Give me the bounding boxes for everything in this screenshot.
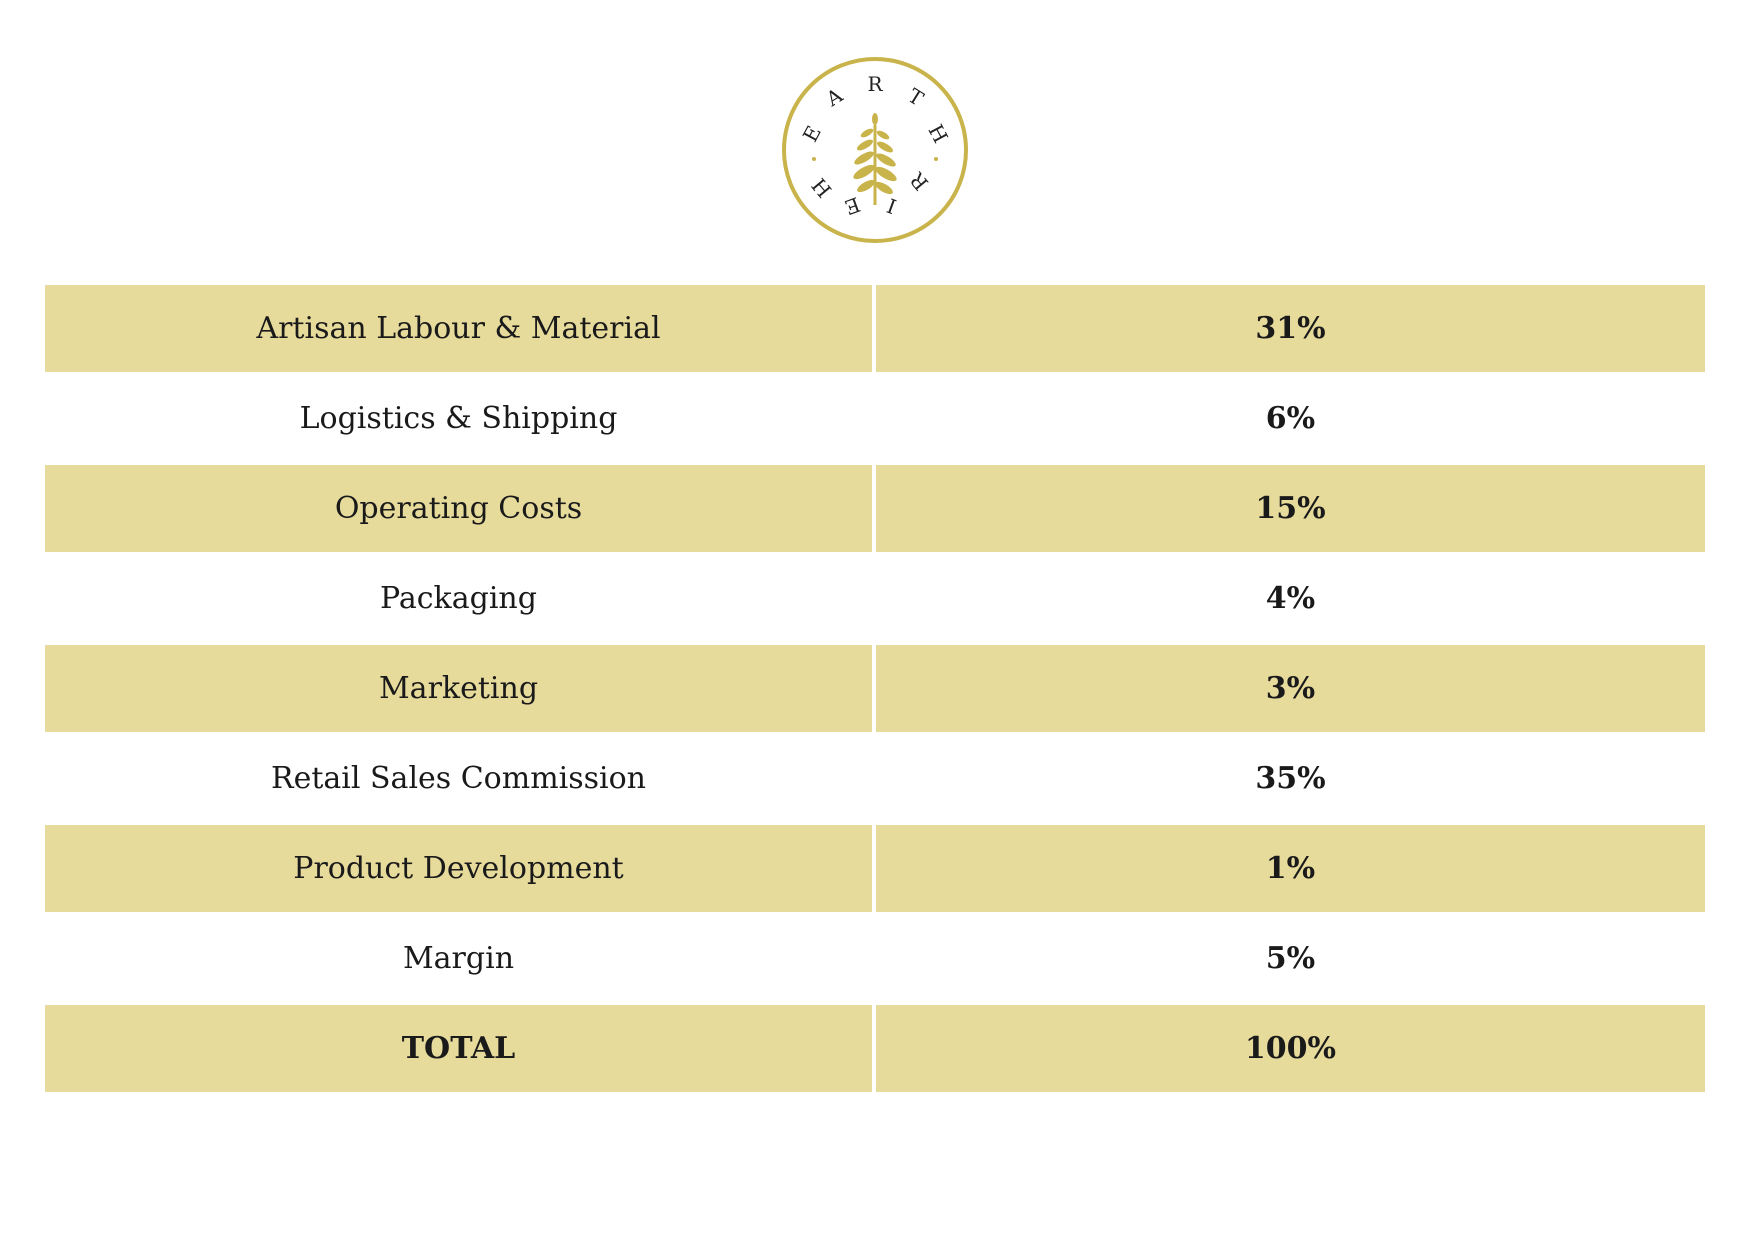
row-label: Marketing <box>45 645 872 732</box>
row-value: 35% <box>1255 761 1326 796</box>
table-row: Product Development 1% <box>45 825 1705 912</box>
row-value: 4% <box>1265 581 1316 616</box>
total-row: TOTAL 100% <box>45 1005 1705 1092</box>
svg-text:R: R <box>905 167 934 195</box>
row-label: Retail Sales Commission <box>271 761 646 796</box>
earth-heir-logo: E A R T H H E I R <box>782 57 968 243</box>
row-label: Packaging <box>380 581 537 616</box>
svg-text:E: E <box>798 122 826 146</box>
row-label: Artisan Labour & Material <box>45 285 872 372</box>
svg-text:H: H <box>923 120 952 147</box>
total-value: 100% <box>876 1005 1705 1092</box>
svg-text:A: A <box>821 83 847 112</box>
svg-text:T: T <box>904 83 929 111</box>
table-row: Operating Costs 15% <box>45 465 1705 552</box>
row-label: Logistics & Shipping <box>299 401 618 436</box>
table-row: Marketing 3% <box>45 645 1705 732</box>
cost-breakdown-table: Artisan Labour & Material 31% Logistics … <box>45 285 1705 1095</box>
svg-text:E: E <box>841 192 863 220</box>
row-value: 6% <box>1265 401 1316 436</box>
table-row: Logistics & Shipping 6% <box>45 375 1705 462</box>
row-label: Margin <box>402 941 515 976</box>
row-value: 15% <box>876 465 1705 552</box>
total-label: TOTAL <box>45 1005 872 1092</box>
row-value: 1% <box>876 825 1705 912</box>
row-label: Operating Costs <box>45 465 872 552</box>
row-value: 5% <box>1265 941 1316 976</box>
row-value: 31% <box>876 285 1705 372</box>
table-row: Artisan Labour & Material 31% <box>45 285 1705 372</box>
table-row: Margin 5% <box>45 915 1705 1002</box>
fern-leaf-icon <box>853 113 897 205</box>
table-row: Packaging 4% <box>45 555 1705 642</box>
svg-text:R: R <box>867 72 883 96</box>
svg-text:H: H <box>806 174 836 203</box>
table-row: Retail Sales Commission 35% <box>45 735 1705 822</box>
row-value: 3% <box>876 645 1705 732</box>
row-label: Product Development <box>45 825 872 912</box>
svg-text:I: I <box>884 193 900 218</box>
